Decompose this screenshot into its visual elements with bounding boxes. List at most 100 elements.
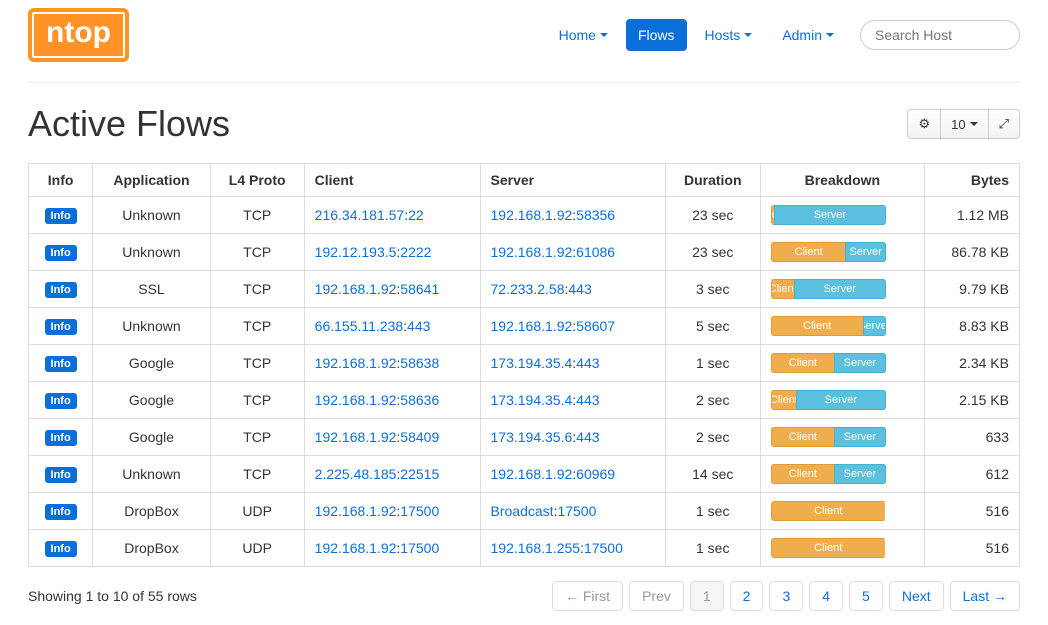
client-port-link[interactable]: 17500	[400, 503, 439, 519]
nav-flows[interactable]: Flows	[626, 19, 687, 51]
cell-breakdown: ClientServer	[760, 456, 924, 493]
cell-server: 192.168.1.92:58356	[480, 197, 665, 234]
server-port-link[interactable]: 61086	[576, 244, 615, 260]
page-last[interactable]: Last →	[950, 581, 1020, 611]
server-port-link[interactable]: 443	[576, 429, 599, 445]
page-4[interactable]: 4	[809, 581, 843, 611]
server-port-link[interactable]: 58356	[576, 207, 615, 223]
server-port-link[interactable]: 58607	[576, 318, 615, 334]
nav-admin[interactable]: Admin	[770, 19, 846, 51]
info-button[interactable]: Info	[45, 467, 77, 483]
server-port-link[interactable]: 443	[576, 392, 599, 408]
client-ip-link[interactable]: 192.168.1.92	[315, 429, 397, 445]
footer-row: Showing 1 to 10 of 55 rows ← FirstPrev12…	[28, 567, 1020, 625]
client-ip-link[interactable]: 192.168.1.92	[315, 355, 397, 371]
cell-bytes: 2.15 KB	[924, 382, 1019, 419]
page-size-button[interactable]: 10	[941, 109, 988, 139]
header-row: Active Flows ⚙ 10 ⤢	[28, 103, 1020, 145]
server-ip-link[interactable]: 192.168.1.92	[491, 244, 573, 260]
client-port-link[interactable]: 58409	[400, 429, 439, 445]
info-button[interactable]: Info	[45, 319, 77, 335]
breakdown-server: Server	[774, 205, 886, 225]
breakdown-bar: ClientServer	[771, 464, 886, 484]
cell-server: 173.194.35.4:443	[480, 382, 665, 419]
server-ip-link[interactable]: 173.194.35.6	[491, 429, 573, 445]
client-ip-link[interactable]: 216.34.181.57	[315, 207, 405, 223]
server-port-link[interactable]: 443	[576, 355, 599, 371]
page-5[interactable]: 5	[849, 581, 883, 611]
client-ip-link[interactable]: 192.168.1.92	[315, 540, 397, 556]
server-port-link[interactable]: 443	[568, 281, 591, 297]
server-ip-link[interactable]: 192.168.1.92	[491, 318, 573, 334]
client-port-link[interactable]: 58638	[400, 355, 439, 371]
server-ip-link[interactable]: 192.168.1.92	[491, 207, 573, 223]
cell-server: 192.168.1.92:58607	[480, 308, 665, 345]
client-port-link[interactable]: 443	[407, 318, 430, 334]
client-port-link[interactable]: 2222	[400, 244, 431, 260]
col-bytes: Bytes	[924, 164, 1019, 197]
table-row: InfoGoogleTCP192.168.1.92:58409173.194.3…	[29, 419, 1020, 456]
client-port-link[interactable]: 17500	[400, 540, 439, 556]
info-button[interactable]: Info	[45, 208, 77, 224]
breakdown-server: Server	[796, 390, 886, 410]
server-ip-link[interactable]: 173.194.35.4	[491, 392, 573, 408]
page-3[interactable]: 3	[769, 581, 803, 611]
table-header-row: Info Application L4 Proto Client Server …	[29, 164, 1020, 197]
cell-duration: 2 sec	[665, 382, 760, 419]
col-breakdown: Breakdown	[760, 164, 924, 197]
server-ip-link[interactable]: 173.194.35.4	[491, 355, 573, 371]
info-button[interactable]: Info	[45, 430, 77, 446]
client-ip-link[interactable]: 192.168.1.92	[315, 503, 397, 519]
breakdown-client: Client	[771, 464, 834, 484]
server-ip-link[interactable]: 192.168.1.92	[491, 466, 573, 482]
breakdown-client: Client	[771, 538, 886, 558]
nav-home[interactable]: Home	[547, 19, 620, 51]
server-port-link[interactable]: 60969	[576, 466, 615, 482]
cell-l4: TCP	[210, 382, 304, 419]
search-input[interactable]	[860, 20, 1020, 50]
cell-application: Google	[93, 419, 210, 456]
page-2[interactable]: 2	[730, 581, 764, 611]
server-ip-link[interactable]: 192.168.1.255	[491, 540, 581, 556]
expand-button[interactable]: ⤢	[989, 109, 1020, 139]
cell-l4: TCP	[210, 234, 304, 271]
cell-server: 72.233.2.58:443	[480, 271, 665, 308]
expand-icon: ⤢	[999, 116, 1009, 132]
info-button[interactable]: Info	[45, 541, 77, 557]
client-port-link[interactable]: 22515	[400, 466, 439, 482]
table-row: InfoGoogleTCP192.168.1.92:58636173.194.3…	[29, 382, 1020, 419]
info-button[interactable]: Info	[45, 245, 77, 261]
cell-bytes: 633	[924, 419, 1019, 456]
client-port-link[interactable]: 58636	[400, 392, 439, 408]
client-port-link[interactable]: 58641	[400, 281, 439, 297]
cell-l4: TCP	[210, 345, 304, 382]
info-button[interactable]: Info	[45, 356, 77, 372]
nav-home-label: Home	[559, 27, 596, 43]
nav-hosts[interactable]: Hosts	[693, 19, 765, 51]
client-ip-link[interactable]: 66.155.11.238	[315, 318, 404, 334]
server-ip-link[interactable]: Broadcast	[491, 503, 554, 519]
client-ip-link[interactable]: 192.168.1.92	[315, 281, 397, 297]
client-ip-link[interactable]: 192.168.1.92	[315, 392, 397, 408]
client-ip-link[interactable]: 192.12.193.5	[315, 244, 397, 260]
info-button[interactable]: Info	[45, 504, 77, 520]
cell-l4: UDP	[210, 530, 304, 567]
cell-client: 216.34.181.57:22	[304, 197, 480, 234]
client-port-link[interactable]: 22	[408, 207, 424, 223]
server-ip-link[interactable]: 72.233.2.58	[491, 281, 565, 297]
breakdown-bar: ClientServer	[771, 427, 886, 447]
cell-bytes: 2.34 KB	[924, 345, 1019, 382]
client-ip-link[interactable]: 2.225.48.185	[315, 466, 397, 482]
table-row: InfoUnknownTCP2.225.48.185:22515192.168.…	[29, 456, 1020, 493]
server-port-link[interactable]: 17500	[584, 540, 623, 556]
breakdown-bar: ClientServer	[771, 316, 886, 336]
status-text: Showing 1 to 10 of 55 rows	[28, 588, 197, 604]
cell-duration: 2 sec	[665, 419, 760, 456]
server-port-link[interactable]: 17500	[557, 503, 596, 519]
info-button[interactable]: Info	[45, 282, 77, 298]
info-button[interactable]: Info	[45, 393, 77, 409]
cell-bytes: 9.79 KB	[924, 271, 1019, 308]
page-next[interactable]: Next	[889, 581, 944, 611]
cell-server: 173.194.35.4:443	[480, 345, 665, 382]
settings-button[interactable]: ⚙	[907, 109, 941, 139]
